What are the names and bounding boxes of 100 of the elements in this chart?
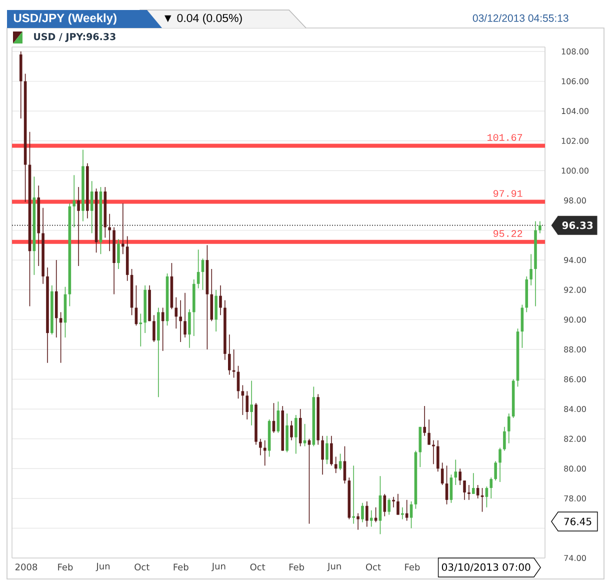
candlestick (450, 474, 453, 504)
candlestick (356, 512, 360, 530)
candlestick (188, 308, 191, 348)
candlestick (108, 213, 111, 252)
legend-label: USD / JPY:96.33 (34, 33, 116, 42)
ref-line-label: 95.22 (493, 230, 522, 237)
chart-title: USD/JPY (Weekly) (14, 13, 116, 25)
candlestick (507, 413, 510, 444)
candlestick (330, 435, 333, 466)
x-tick-label: Jun (211, 562, 226, 572)
candlestick (494, 460, 497, 481)
candlestick (374, 506, 378, 523)
candlestick (436, 440, 440, 472)
candlestick (134, 284, 138, 326)
candlestick (476, 484, 480, 499)
y-tick-label: 92.00 (564, 286, 586, 293)
y-tick-label: 78.00 (564, 495, 586, 502)
ref-line-label: 96.33 (562, 222, 593, 230)
y-tick-label: 90.00 (564, 316, 586, 323)
y-tick-label: 88.00 (564, 346, 586, 352)
candlestick (152, 314, 156, 342)
candlestick (538, 220, 542, 234)
candlestick (303, 424, 306, 447)
candlestick (259, 438, 262, 456)
x-tick-label: Jun (96, 562, 110, 572)
candlestick (343, 446, 346, 484)
candlestick (338, 453, 342, 470)
x-tick-label: Oct (366, 564, 381, 570)
candlestick (77, 186, 80, 266)
y-tick-label: 100.00 (562, 168, 588, 174)
candlestick (410, 500, 413, 529)
candlestick (388, 498, 390, 516)
candlestick (445, 465, 448, 505)
y-tick-label: 82.00 (564, 436, 586, 442)
candlestick (122, 203, 124, 254)
chart-subtitle: ▼ 0.04 (0.05%) (164, 14, 242, 24)
candlestick (352, 465, 356, 524)
candlestick (250, 380, 253, 426)
candlestick (214, 289, 218, 332)
candlestick (196, 249, 200, 289)
y-tick-label: 74.00 (564, 554, 586, 562)
candlestick (361, 502, 364, 523)
candlestick (405, 499, 408, 522)
candlestick (423, 406, 426, 436)
candlestick (290, 420, 293, 441)
y-tick-label: 80.00 (564, 466, 586, 472)
candlestick (161, 307, 164, 352)
candlestick (366, 500, 368, 528)
y-tick-label: 86.00 (564, 376, 586, 382)
candlestick (201, 258, 204, 290)
candlestick (458, 468, 462, 486)
candlestick (179, 300, 182, 342)
ref-line-label: 97.91 (493, 190, 522, 197)
candlestick (72, 174, 76, 228)
candlestick (396, 494, 400, 516)
candlestick (90, 180, 94, 234)
x-tick-label: Oct (134, 564, 150, 570)
candlestick (392, 496, 395, 508)
candlestick (530, 254, 532, 286)
candlestick (485, 486, 488, 508)
y-tick-label: 84.00 (564, 406, 586, 412)
x-tick-label: 2008 (15, 564, 38, 570)
candlestick (241, 384, 244, 416)
candlestick (59, 312, 62, 364)
candlestick (263, 440, 266, 466)
candlestick (503, 426, 506, 452)
candlestick (428, 419, 430, 446)
candlestick (308, 438, 311, 524)
x-tick-label: Feb (289, 564, 304, 570)
candlestick (228, 334, 231, 376)
candlestick (432, 440, 435, 465)
candlestick (117, 238, 120, 270)
y-tick-label: 104.00 (562, 108, 588, 114)
x-tick-label: Oct (250, 564, 266, 570)
candlestick (468, 484, 470, 500)
text: 76.45 (564, 518, 592, 526)
text: 03/12/2013 04:55:13 (472, 14, 568, 22)
candlestick (246, 390, 249, 420)
candlestick (490, 477, 493, 499)
y-tick-label: 108.00 (562, 48, 588, 54)
candlestick (370, 510, 373, 528)
candlestick (294, 414, 298, 454)
x-tick-label: Feb (58, 564, 73, 570)
candlestick (472, 472, 475, 494)
candlestick (184, 292, 186, 338)
candlestick (401, 506, 404, 520)
y-tick-label: 98.00 (564, 197, 586, 204)
candlestick (383, 494, 386, 517)
candlestick (463, 480, 466, 500)
candlestick (520, 304, 524, 348)
x-tick-label: Jun (327, 562, 341, 572)
candlestick (321, 435, 324, 475)
ref-line-label: 101.67 (488, 134, 522, 141)
candlestick (440, 462, 444, 486)
candlestick (326, 435, 328, 465)
candlestick (454, 459, 458, 486)
x-tick-label: Feb (174, 564, 188, 570)
x-tick-label: Feb (405, 564, 420, 570)
candlestick (219, 284, 222, 316)
y-tick-label: 106.00 (562, 78, 588, 84)
